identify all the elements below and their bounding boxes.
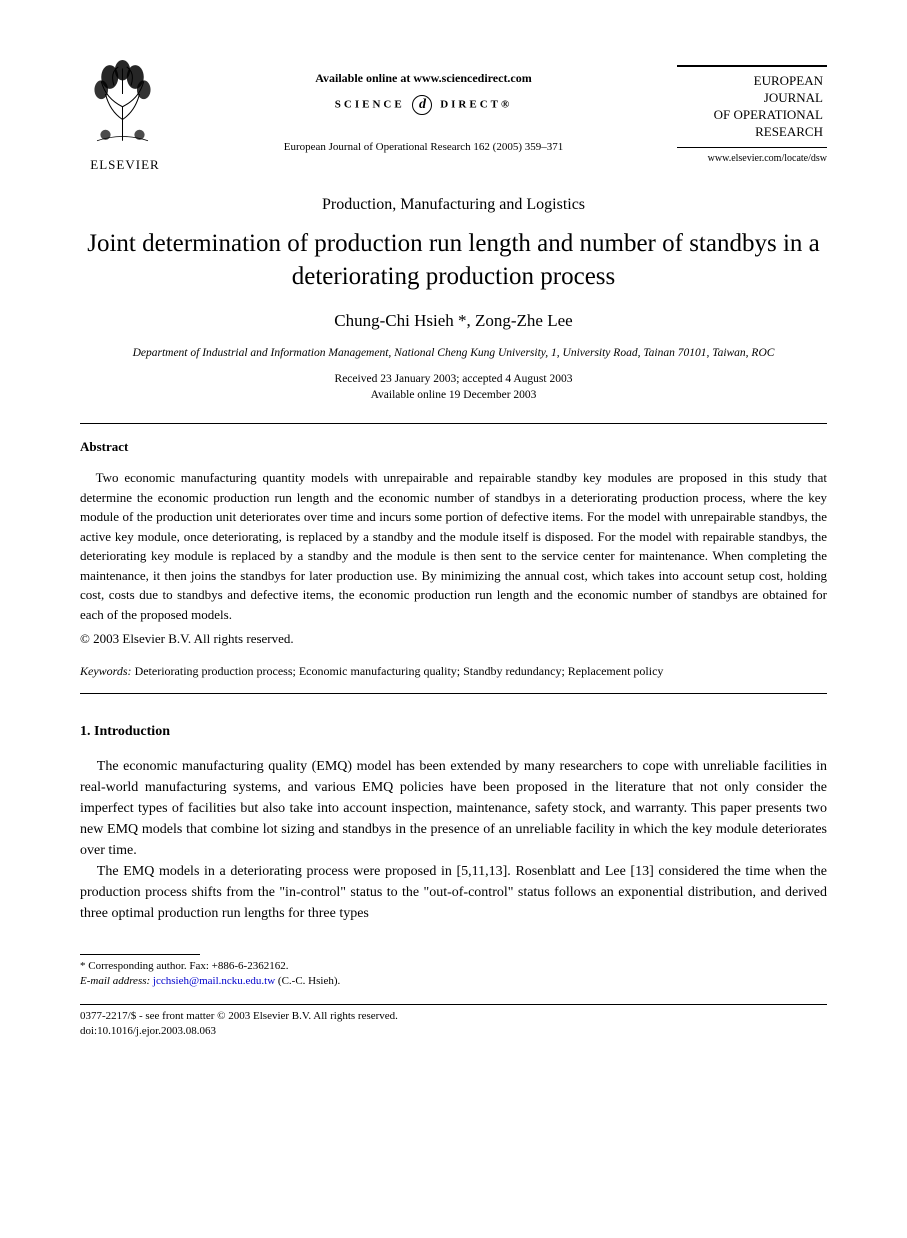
journal-url[interactable]: www.elsevier.com/locate/dsw xyxy=(677,152,827,166)
sd-at-icon: d xyxy=(412,95,432,115)
corresponding-line: * Corresponding author. Fax: +886-6-2362… xyxy=(80,959,827,974)
bottom-rule xyxy=(80,1004,827,1005)
abstract-copyright: © 2003 Elsevier B.V. All rights reserved… xyxy=(80,630,827,648)
journal-title-box: EUROPEAN JOURNAL OF OPERATIONAL RESEARCH xyxy=(677,65,827,148)
received-date: Received 23 January 2003; accepted 4 Aug… xyxy=(80,371,827,387)
journal-line-2: JOURNAL xyxy=(681,90,823,107)
elsevier-name: ELSEVIER xyxy=(80,156,170,174)
citation-line: European Journal of Operational Research… xyxy=(170,140,677,155)
journal-line-1: EUROPEAN xyxy=(681,73,823,90)
available-online-text: Available online at www.sciencedirect.co… xyxy=(170,70,677,87)
rule-after-keywords xyxy=(80,693,827,694)
sciencedirect-logo: SCIENCE d DIRECT® xyxy=(170,95,677,115)
rule-before-abstract xyxy=(80,423,827,424)
header-row: ELSEVIER Available online at www.science… xyxy=(80,60,827,174)
corresponding-author-footnote: * Corresponding author. Fax: +886-6-2362… xyxy=(80,959,827,990)
keywords-label: Keywords: xyxy=(80,664,132,678)
email-suffix: (C.-C. Hsieh). xyxy=(275,975,340,987)
abstract-text: Two economic manufacturing quantity mode… xyxy=(80,468,827,624)
intro-para-1: The economic manufacturing quality (EMQ)… xyxy=(80,756,827,861)
authors: Chung-Chi Hsieh *, Zong-Zhe Lee xyxy=(80,309,827,333)
issn-copyright: 0377-2217/$ - see front matter © 2003 El… xyxy=(80,1009,827,1024)
sd-left: SCIENCE xyxy=(335,98,405,110)
article-title: Joint determination of production run le… xyxy=(80,228,827,293)
intro-para-2: The EMQ models in a deteriorating proces… xyxy=(80,861,827,924)
sd-right: DIRECT® xyxy=(440,98,512,110)
keywords-line: Keywords: Deteriorating production proce… xyxy=(80,663,827,680)
elsevier-tree-icon xyxy=(80,60,165,145)
affiliation: Department of Industrial and Information… xyxy=(80,345,827,361)
article-dates: Received 23 January 2003; accepted 4 Aug… xyxy=(80,371,827,403)
elsevier-logo-block: ELSEVIER xyxy=(80,60,170,174)
keywords-text: Deteriorating production process; Econom… xyxy=(132,664,664,678)
online-date: Available online 19 December 2003 xyxy=(80,387,827,403)
journal-box-wrapper: EUROPEAN JOURNAL OF OPERATIONAL RESEARCH… xyxy=(677,60,827,166)
journal-line-3: OF OPERATIONAL xyxy=(681,107,823,124)
author-email[interactable]: jcchsieh@mail.ncku.edu.tw xyxy=(153,975,275,987)
introduction-heading: 1. Introduction xyxy=(80,722,827,742)
journal-line-4: RESEARCH xyxy=(681,124,823,141)
footnote-rule xyxy=(80,954,200,955)
email-label: E-mail address: xyxy=(80,975,150,987)
email-line: E-mail address: jcchsieh@mail.ncku.edu.t… xyxy=(80,974,827,989)
abstract-heading: Abstract xyxy=(80,438,827,456)
center-header: Available online at www.sciencedirect.co… xyxy=(170,60,677,155)
section-label: Production, Manufacturing and Logistics xyxy=(80,194,827,216)
doi: doi:10.1016/j.ejor.2003.08.063 xyxy=(80,1024,827,1039)
